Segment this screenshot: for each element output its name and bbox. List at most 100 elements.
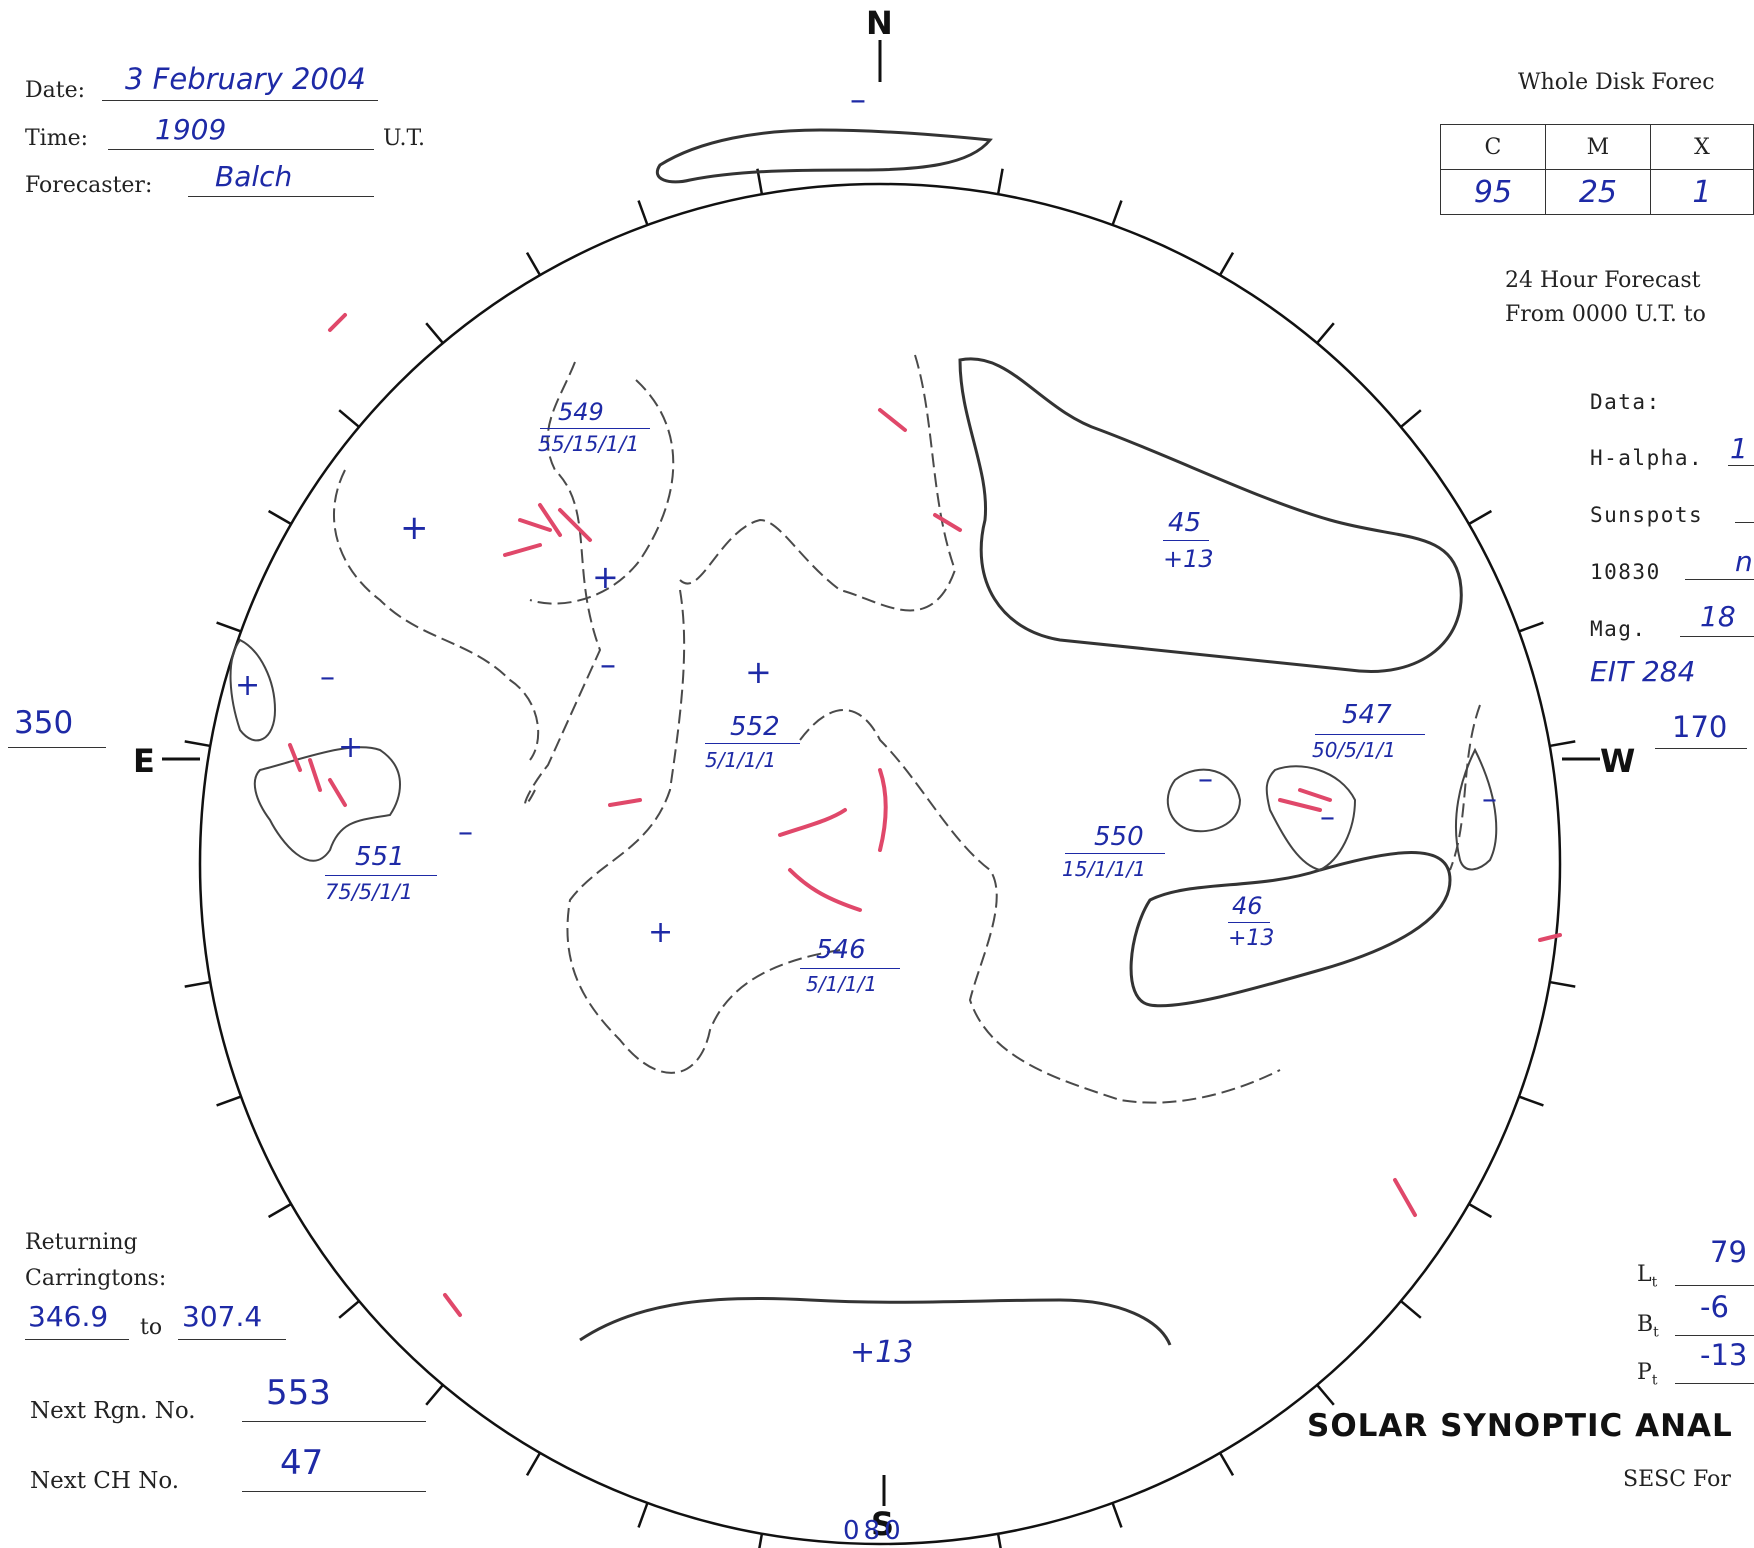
region-550-number: 550 bbox=[1094, 822, 1144, 852]
neutral-line bbox=[799, 709, 1281, 1104]
limb-tick-mark bbox=[425, 1384, 444, 1406]
east-label: E bbox=[133, 742, 155, 780]
mag-label: Mag. bbox=[1590, 617, 1647, 641]
polarity-plus-mark: + bbox=[400, 508, 429, 548]
limb-tick-mark bbox=[184, 740, 211, 748]
polarity-plus-mark: + bbox=[745, 653, 772, 691]
next-region-underline bbox=[242, 1421, 426, 1422]
north-polar-hole-outline bbox=[656, 128, 993, 184]
polarity-plus-mark: + bbox=[648, 915, 674, 950]
plage-mark bbox=[443, 1293, 462, 1317]
region-551-class: 75/5/1/1 bbox=[325, 880, 414, 904]
plage-mark bbox=[933, 513, 962, 532]
polarity-plus-mark: + bbox=[338, 730, 364, 765]
coronal-hole-46-divider bbox=[1228, 922, 1270, 923]
coronal-hole-45-divider bbox=[1163, 540, 1209, 541]
class-c-header: C bbox=[1440, 124, 1546, 170]
class-x-header: X bbox=[1649, 124, 1754, 170]
sunspots-label: Sunspots bbox=[1590, 503, 1704, 527]
pt-value: -13 bbox=[1700, 1338, 1748, 1372]
limb-tick-mark bbox=[1549, 740, 1576, 748]
coronal-hole-46-polarity: +13 bbox=[1228, 926, 1275, 951]
lt-underline bbox=[1675, 1285, 1754, 1286]
forecast-period-line1: 24 Hour Forecast bbox=[1505, 268, 1701, 293]
plage-outline bbox=[1265, 765, 1357, 872]
returning-to-word: to bbox=[140, 1315, 163, 1340]
plage-outline bbox=[253, 746, 401, 862]
north-label: N bbox=[866, 4, 893, 42]
region-547-class: 50/5/1/1 bbox=[1312, 738, 1396, 762]
neutral-line bbox=[1449, 704, 1481, 871]
next-region-label: Next Rgn. No. bbox=[30, 1398, 196, 1424]
forecaster-value: Balch bbox=[215, 160, 293, 193]
returning-to-value: 307.4 bbox=[182, 1300, 263, 1333]
limb-tick-mark bbox=[996, 168, 1004, 195]
limb-tick-mark bbox=[996, 1533, 1002, 1548]
limb-tick-mark bbox=[637, 1502, 649, 1528]
region-547-number: 547 bbox=[1342, 700, 1392, 730]
coronal-hole-46-outline bbox=[1129, 851, 1452, 1008]
limb-tick-mark bbox=[338, 409, 360, 428]
plage-outlines bbox=[229, 638, 1498, 872]
time-value: 1909 bbox=[155, 113, 227, 146]
polarity-minus-mark: – bbox=[458, 815, 473, 850]
plage-mark bbox=[608, 798, 642, 807]
limb-tick-mark bbox=[1518, 621, 1544, 633]
polarity-plus-mark: + bbox=[592, 558, 619, 596]
limb-tick-mark bbox=[1400, 409, 1422, 428]
neutral-line bbox=[529, 379, 675, 605]
plage-outline bbox=[229, 638, 277, 742]
returning-from-value: 346.9 bbox=[28, 1300, 109, 1333]
forecaster-underline bbox=[188, 196, 374, 197]
region-552-divider bbox=[705, 743, 800, 744]
polarity-minus-mark: – bbox=[1482, 782, 1497, 817]
plage-marks bbox=[288, 313, 1562, 1317]
time-underline bbox=[108, 149, 374, 150]
pt-underline bbox=[1675, 1383, 1754, 1384]
next-ch-underline bbox=[242, 1491, 426, 1492]
plage-mark bbox=[558, 508, 592, 542]
neutral-line bbox=[566, 589, 841, 1074]
limb-tick-mark bbox=[758, 1533, 764, 1548]
limb-tick-mark bbox=[1316, 322, 1335, 344]
region-550-divider bbox=[1065, 853, 1165, 854]
pt-label: Pt bbox=[1637, 1360, 1657, 1388]
limb-tick-mark bbox=[525, 1452, 542, 1477]
region-549-class: 55/15/1/1 bbox=[538, 432, 640, 456]
polarity-plus-mark: + bbox=[235, 668, 261, 703]
mag-underline bbox=[1680, 636, 1754, 637]
plage-mark bbox=[1278, 788, 1332, 812]
coronal-hole-outlines bbox=[579, 128, 1463, 1346]
limb-tick-mark bbox=[1468, 509, 1493, 526]
date-value: 3 February 2004 bbox=[125, 62, 366, 96]
coronal-hole-45-outline bbox=[958, 357, 1463, 673]
region-549-divider bbox=[540, 428, 650, 429]
region-546-number: 546 bbox=[816, 935, 866, 965]
sunspots-underline bbox=[1735, 522, 1754, 523]
limb-tick-mark bbox=[1218, 1452, 1235, 1477]
next-ch-label: Next CH No. bbox=[30, 1468, 180, 1494]
limb-tick-mark bbox=[637, 200, 649, 226]
bt-value: -6 bbox=[1700, 1290, 1729, 1324]
plage-mark bbox=[878, 768, 888, 852]
south-value: 080 bbox=[843, 1516, 905, 1546]
limb-tick-mark bbox=[216, 621, 242, 633]
forecast-period-line2: From 0000 U.T. to bbox=[1505, 302, 1706, 327]
neutral-lines bbox=[332, 354, 1481, 1104]
forecast-title: Whole Disk Forec bbox=[1518, 70, 1715, 95]
returning-to-underline bbox=[178, 1339, 286, 1340]
south-polar-hole-polarity: +13 bbox=[850, 1335, 914, 1370]
neutral-line bbox=[332, 469, 540, 761]
polarity-minus-mark: – bbox=[850, 80, 866, 118]
plage-mark bbox=[503, 503, 562, 557]
lt-label: Lt bbox=[1637, 1262, 1657, 1290]
form-title: SOLAR SYNOPTIC ANAL bbox=[1307, 1408, 1733, 1444]
class-x-value: 1 bbox=[1649, 169, 1754, 215]
eit-value: EIT 284 bbox=[1590, 655, 1696, 688]
plage-mark bbox=[878, 408, 907, 432]
limb-tick-mark bbox=[216, 1095, 242, 1107]
next-region-value: 553 bbox=[266, 1373, 331, 1413]
plage-outline bbox=[1454, 747, 1498, 871]
west-value: 170 bbox=[1672, 710, 1728, 744]
